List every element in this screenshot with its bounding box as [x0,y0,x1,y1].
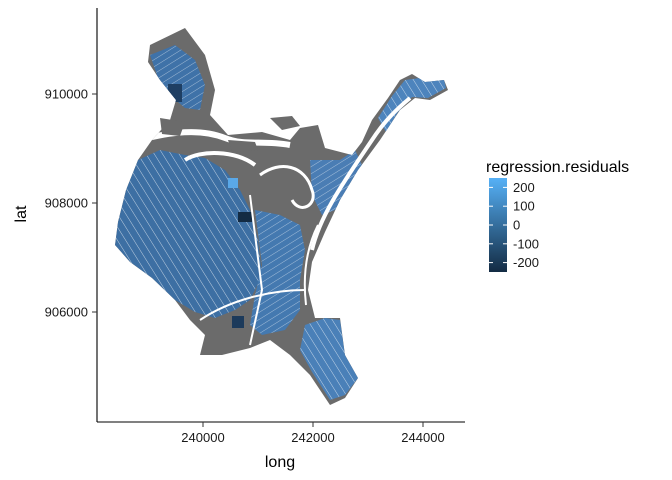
coast-road [310,96,412,251]
region-east-streets [310,150,362,215]
legend-label: 200 [513,180,535,195]
x-tick-label: 242000 [291,430,334,445]
region-west-streets [115,150,262,318]
island [228,140,258,152]
legend-ticks: 200 100 0 -100 -200 [489,180,539,270]
legend-title: regression.residuals [486,159,629,176]
patch-dark [168,84,182,102]
patch-light [228,178,238,188]
coast-road [303,224,319,306]
region-central-streets [250,210,305,335]
x-ticks: 240000 242000 244000 [181,422,445,445]
legend-colorbar [489,178,507,272]
legend-label: -200 [513,255,539,270]
road [249,194,264,346]
legend-label: 100 [513,199,535,214]
x-axis-title: long [265,454,295,471]
island [270,116,300,130]
x-tick-label: 244000 [401,430,444,445]
y-tick-label: 906000 [45,305,88,320]
legend-label: 0 [513,218,520,233]
legend: regression.residuals 200 100 0 -100 -200 [486,159,629,272]
region-southeast-streets [300,318,358,400]
legend-label: -100 [513,236,539,251]
road [199,289,306,321]
y-axis-title: lat [13,205,30,222]
waterway [139,129,291,148]
waterway [183,151,257,167]
y-ticks: 910000 908000 906000 [45,87,97,320]
x-tick-label: 240000 [181,430,224,445]
region-north-streets [150,45,205,110]
patch-dark [232,316,244,328]
map-regions [115,28,448,405]
y-tick-label: 908000 [45,196,88,211]
region-spit-streets [378,78,446,132]
island [160,118,185,136]
waterway [259,165,315,209]
patch-dark [238,212,252,222]
y-tick-label: 910000 [45,87,88,102]
